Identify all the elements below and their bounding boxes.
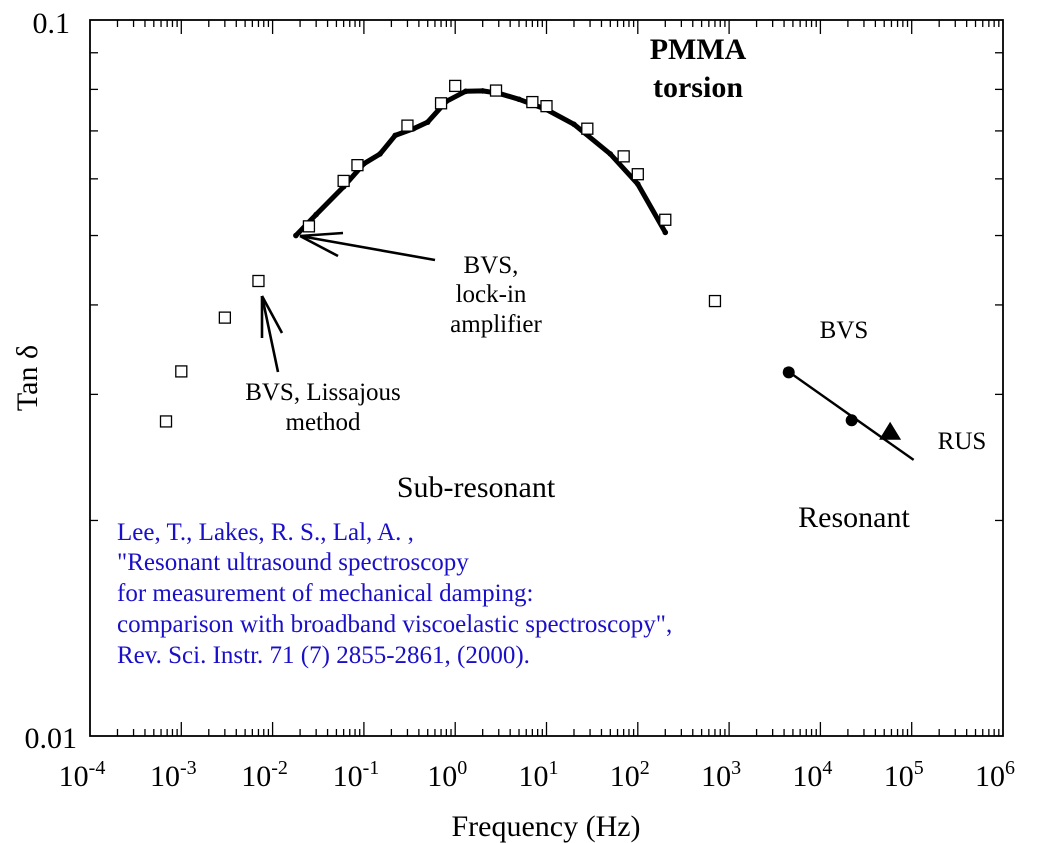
lissajous-square-point bbox=[252, 274, 265, 288]
reference-line-4: comparison with broadband viscoelastic s… bbox=[117, 611, 672, 638]
lockin-arrow-shaft bbox=[299, 234, 436, 262]
lissajous-square-point bbox=[302, 220, 316, 233]
sub-resonant-label: Sub-resonant bbox=[397, 471, 556, 504]
resonant-label: Resonant bbox=[798, 501, 910, 534]
chart-title-line-2: torsion bbox=[653, 71, 743, 104]
x-tick-label: 10-1 bbox=[333, 757, 380, 793]
axis-ticks bbox=[90, 20, 1003, 736]
lissajous-label-line-1: BVS, Lissajous bbox=[245, 379, 401, 406]
resonant-fit-line bbox=[783, 367, 915, 461]
x-tick-label: 10-2 bbox=[241, 757, 288, 793]
lissajous-square-point bbox=[631, 168, 644, 181]
lissajous-square-point bbox=[401, 119, 414, 132]
lockin-curve-point bbox=[635, 181, 641, 187]
lissajous-square-point bbox=[489, 84, 503, 97]
lissajous-square-point bbox=[434, 97, 448, 110]
plot-frame bbox=[89, 19, 1004, 737]
x-tick-label: 103 bbox=[701, 757, 741, 793]
y-tick-label-top: 0.1 bbox=[33, 7, 71, 40]
x-tick-label: 106 bbox=[975, 757, 1015, 793]
x-tick-label: 10-4 bbox=[59, 757, 106, 793]
lissajous-square-point bbox=[526, 95, 539, 109]
x-tick-label: 101 bbox=[519, 757, 559, 793]
lockin-curve-point bbox=[377, 151, 383, 157]
lockin-curve-point bbox=[313, 211, 319, 218]
bvs-resonant-points bbox=[782, 366, 858, 427]
lockin-curve-point bbox=[293, 232, 299, 239]
lockin-label-line-1: BVS, bbox=[464, 252, 519, 279]
lissajous-square-point bbox=[159, 415, 173, 428]
lockin-curve-point bbox=[516, 96, 522, 103]
rus-points bbox=[879, 421, 902, 440]
reference-line-1: Lee, T., Lakes, R. S., Lal, A. , bbox=[117, 519, 414, 546]
x-tick-label: 104 bbox=[792, 757, 832, 793]
lissajous-square-point bbox=[659, 213, 672, 226]
resonant-fit-segment bbox=[783, 367, 915, 461]
x-tick-label: 102 bbox=[610, 757, 650, 793]
lissajous-square-point bbox=[449, 79, 462, 93]
x-axis-label: Frequency (Hz) bbox=[451, 810, 640, 843]
y-tick-label-bottom: 0.01 bbox=[25, 722, 78, 755]
lissajous-square-point bbox=[175, 365, 188, 378]
bvs-resonant-label: BVS bbox=[820, 317, 869, 344]
lockin-curve-point bbox=[424, 119, 431, 125]
x-tick-label: 100 bbox=[427, 757, 467, 793]
lockin-curve-point bbox=[662, 229, 669, 236]
lissajous-arrow-shaft bbox=[260, 295, 280, 373]
reference-line-3: for measurement of mechanical damping: bbox=[117, 580, 534, 607]
lissajous-arrow-head-right bbox=[260, 295, 284, 334]
reference-line-5: Rev. Sci. Instr. 71 (7) 2855-2861, (2000… bbox=[117, 642, 530, 669]
chart-title-line-1: PMMA bbox=[650, 33, 747, 66]
rus-label: RUS bbox=[938, 428, 987, 455]
reference-line-2: "Resonant ultrasound spectroscopy bbox=[117, 549, 469, 576]
bvs-resonant-point bbox=[782, 366, 795, 379]
x-tick-label: 10-3 bbox=[150, 757, 197, 793]
lissajous-square-point bbox=[337, 174, 350, 188]
annotation-arrows bbox=[260, 231, 436, 373]
lockin-curve-point bbox=[462, 88, 469, 95]
rus-triangle-point bbox=[879, 421, 902, 440]
bvs-resonant-point bbox=[845, 414, 858, 427]
y-axis-label: Tan δ bbox=[11, 345, 44, 411]
lockin-curve-point bbox=[479, 88, 486, 94]
lissajous-square-point bbox=[218, 311, 232, 324]
lockin-arrow-head-lower bbox=[299, 234, 339, 258]
lissajous-square-point bbox=[351, 159, 364, 172]
lissajous-square-point bbox=[708, 294, 722, 308]
lissajous-square-point bbox=[617, 150, 630, 163]
lockin-curve-point bbox=[571, 121, 577, 128]
lockin-arrow-head-upper bbox=[299, 231, 344, 238]
x-tick-label: 105 bbox=[884, 757, 924, 793]
lockin-label-line-3: amplifier bbox=[450, 311, 542, 338]
lockin-label-line-2: lock-in bbox=[456, 281, 527, 308]
lockin-curve-point bbox=[392, 132, 398, 139]
lissajous-label-line-2: method bbox=[286, 409, 361, 436]
x-tick-labels: 10-4 10-3 10-2 10-1 100 101 102 103 104 105 106 bbox=[59, 757, 1015, 793]
lissajous-square-point bbox=[540, 100, 553, 113]
lissajous-square-point bbox=[581, 122, 594, 135]
lissajous-squares bbox=[159, 79, 722, 428]
lockin-curve-point bbox=[607, 151, 614, 157]
